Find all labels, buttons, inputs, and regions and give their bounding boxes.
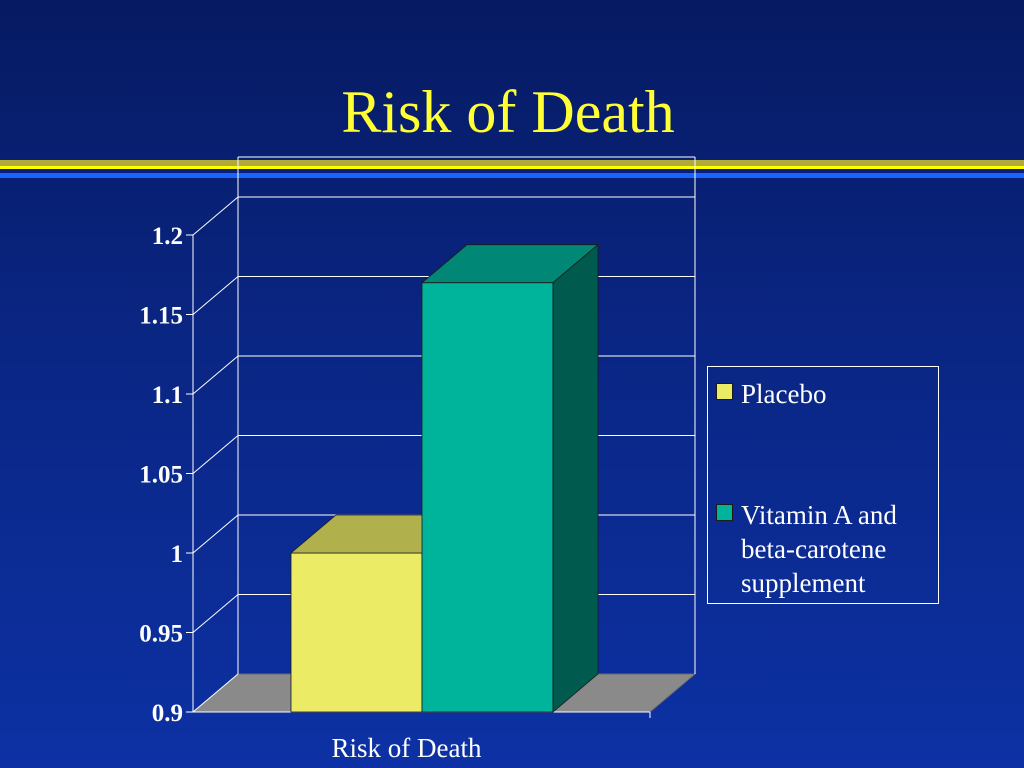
legend-label-vitamin-a: Vitamin A and beta-carotene supplement — [741, 500, 897, 598]
side-wall-gridline — [192, 673, 239, 713]
side-wall-gridline — [192, 594, 239, 633]
y-tick-label: 0.9 — [152, 700, 183, 727]
legend-item-placebo: Placebo — [716, 377, 937, 411]
y-tick-label: 1.15 — [139, 303, 183, 330]
y-tick-label: 1.05 — [139, 462, 183, 489]
x-category-label: Risk of Death — [332, 733, 482, 763]
title-underline-olive — [0, 160, 1024, 166]
side-wall-gridline — [192, 196, 239, 236]
title-underline-blue — [0, 173, 1024, 178]
side-wall-gridline — [192, 435, 239, 474]
bar-0-front — [290, 552, 423, 713]
side-wall-gridline — [192, 514, 239, 554]
chart-legend: Placebo Vitamin A and beta-carotene supp… — [707, 366, 939, 604]
legend-swatch-placebo — [716, 383, 733, 400]
title-underline-yellow — [0, 166, 1024, 169]
slide-title: Risk of Death — [341, 79, 675, 145]
side-wall-gridline — [192, 355, 239, 395]
side-wall-gridline — [192, 276, 239, 315]
title-underline-navy — [0, 169, 1024, 173]
legend-swatch-vitamin-a — [716, 504, 733, 521]
y-tick-label: 1.2 — [152, 223, 183, 250]
bar-1-side — [552, 243, 599, 713]
legend-item-vitamin-a: Vitamin A and beta-carotene supplement — [716, 498, 937, 600]
y-tick-label: 1 — [171, 541, 184, 568]
legend-label-placebo: Placebo — [741, 379, 827, 409]
y-tick-label: 0.95 — [139, 621, 183, 648]
y-tick-label: 1.1 — [152, 382, 183, 409]
bar-1-front — [421, 282, 554, 713]
